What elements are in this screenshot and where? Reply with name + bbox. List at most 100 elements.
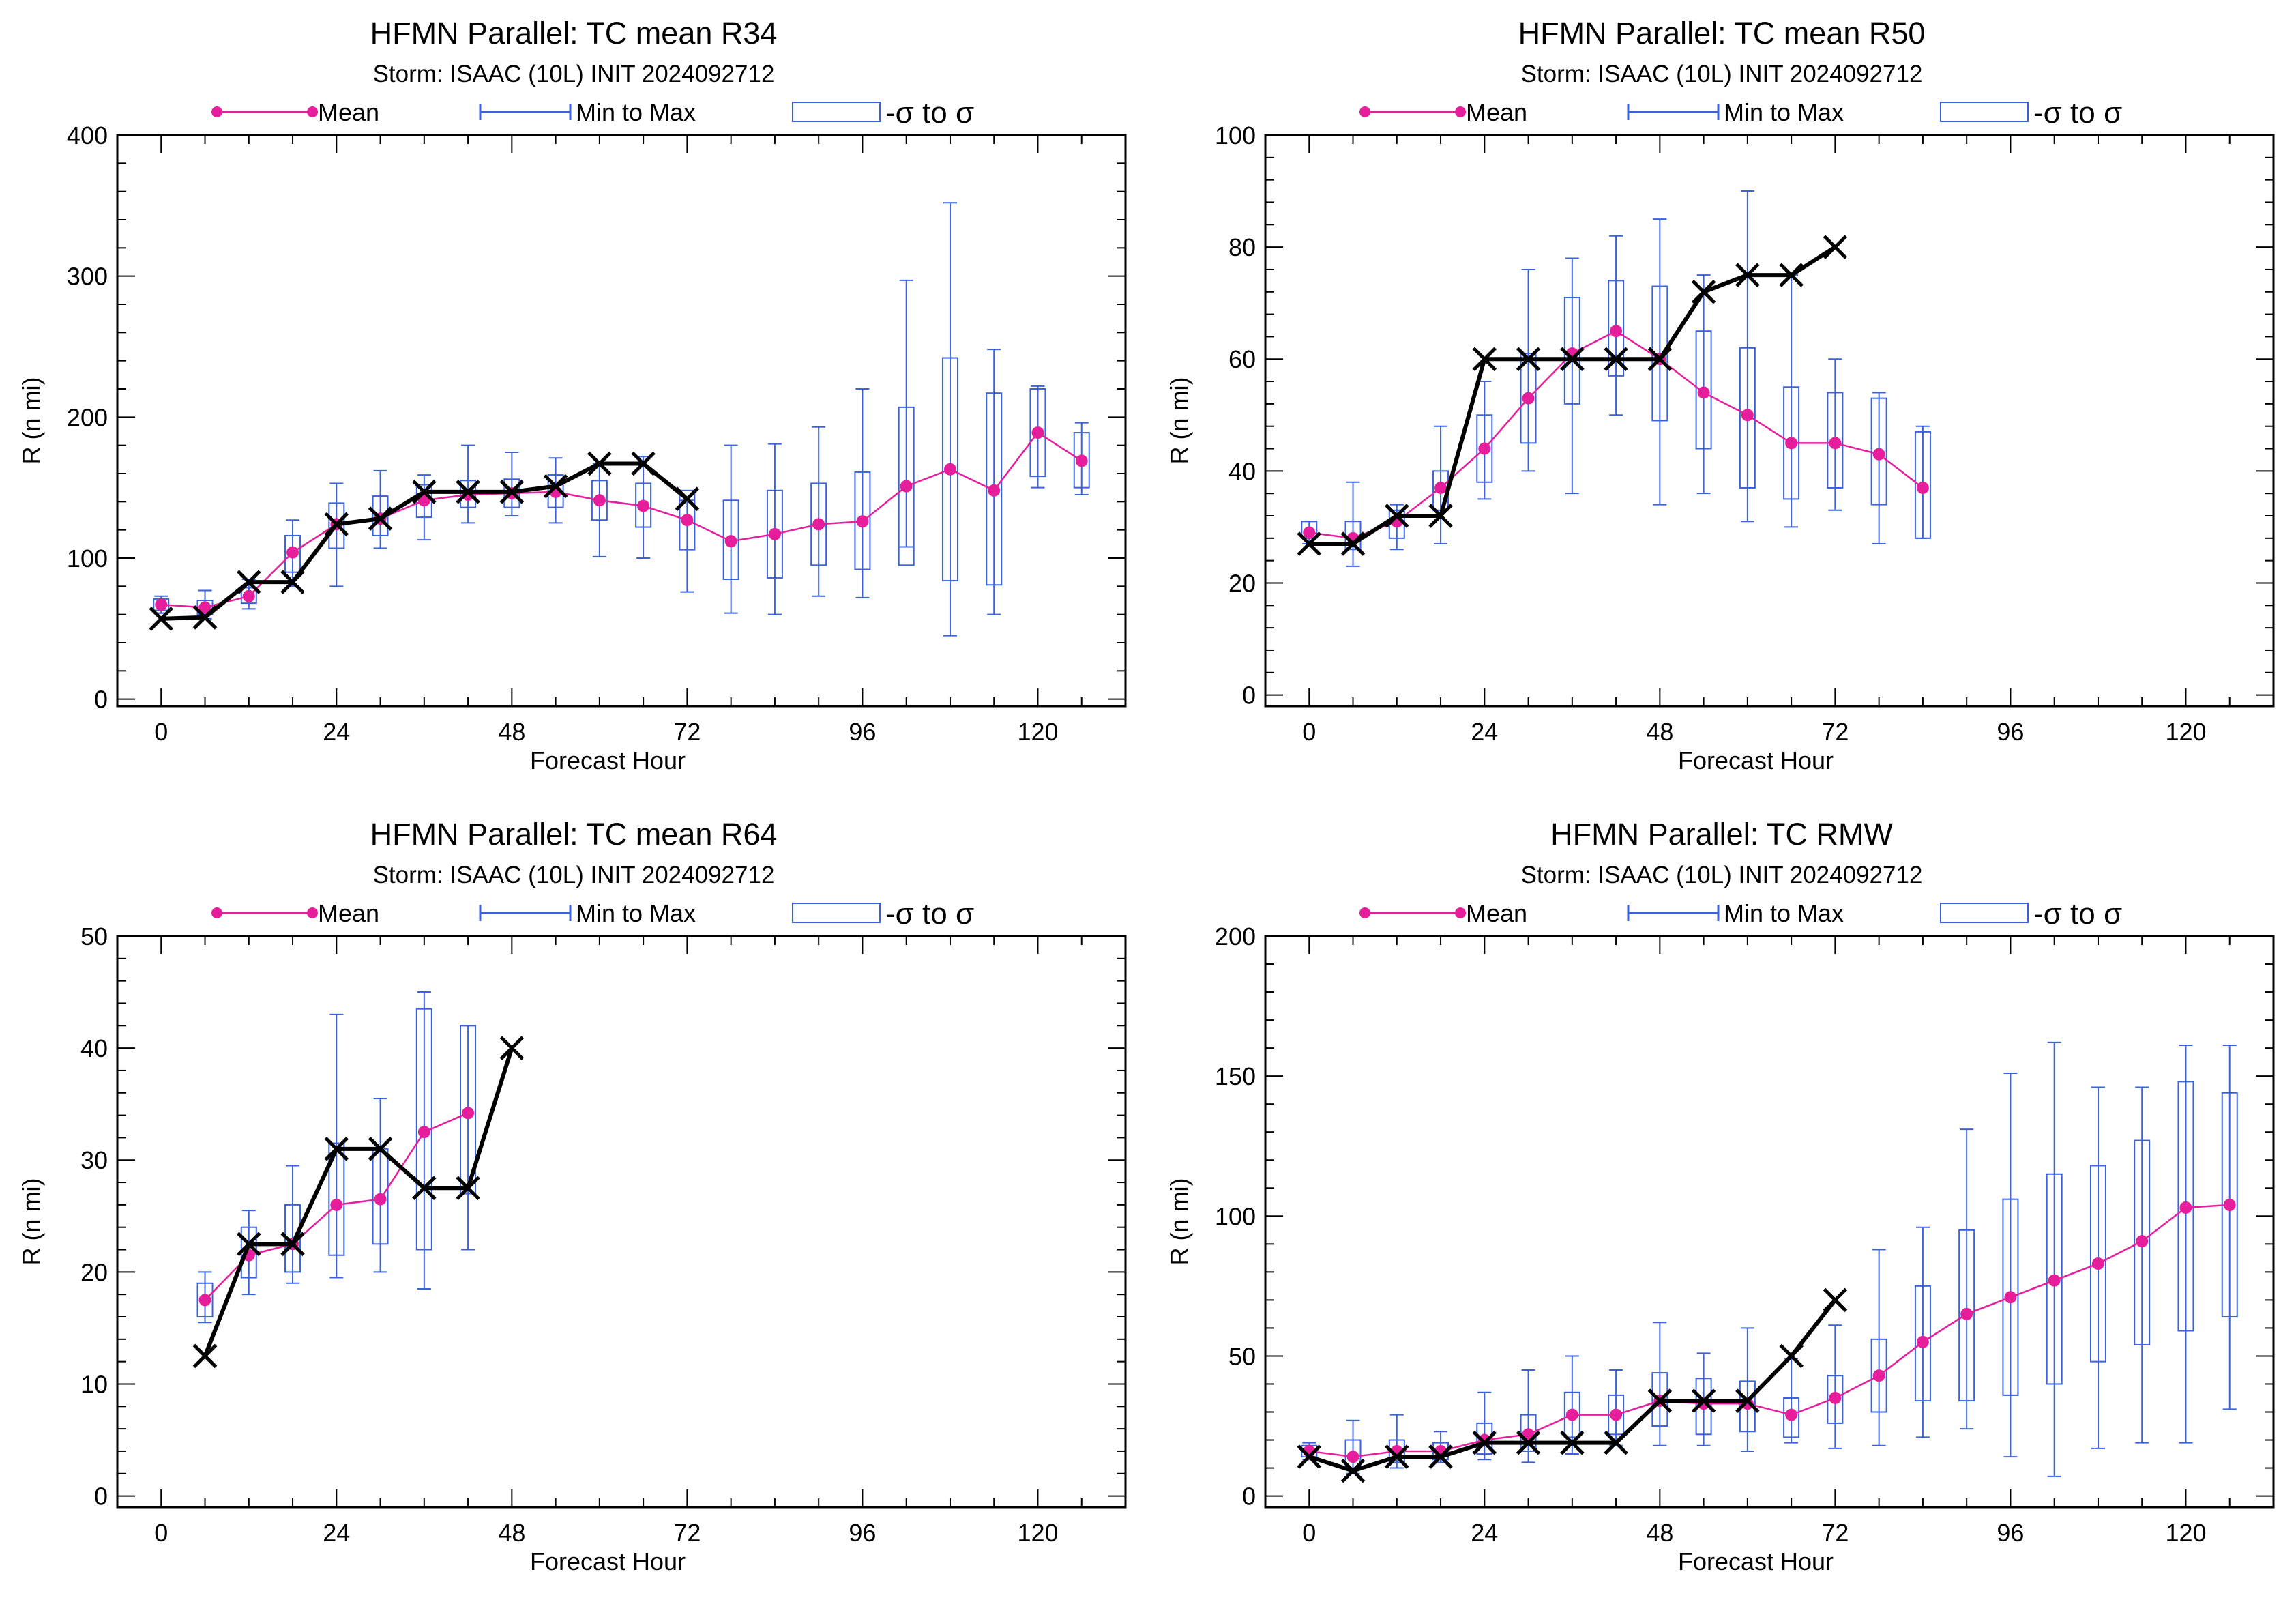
best-track-marker xyxy=(1604,347,1628,372)
chart-subtitle: Storm: ISAAC (10L) INIT 2024092712 xyxy=(1521,862,1923,888)
best-track-marker-stroke xyxy=(499,1036,525,1060)
mean-point xyxy=(1434,481,1447,494)
mean-point xyxy=(1478,442,1491,455)
legend-mean-label: Mean xyxy=(1466,98,1527,126)
legend: Mean Min to Max -σ to σ xyxy=(211,897,974,931)
x-tick-label: 24 xyxy=(1471,1519,1498,1547)
legend-sigma-label: -σ to σ xyxy=(2033,96,2122,130)
chart-panel-r50: HFMN Parallel: TC mean R50 Storm: ISAAC (… xyxy=(1148,0,2296,801)
best-track-marker-stroke xyxy=(149,607,174,631)
best-track-marker xyxy=(675,486,700,511)
best-track-marker xyxy=(1340,1458,1366,1483)
mean-point xyxy=(155,598,168,611)
sigma-box xyxy=(1827,1375,1844,1424)
sigma-box xyxy=(1029,388,1046,478)
best-track-marker xyxy=(192,1343,218,1369)
mean-point xyxy=(2136,1235,2149,1248)
x-tick-label: 96 xyxy=(849,718,876,746)
sigma-box xyxy=(1608,280,1625,377)
sigma-box xyxy=(766,489,783,579)
mean-point xyxy=(374,1193,387,1206)
best-track-marker-stroke xyxy=(1735,263,1760,287)
mean-point xyxy=(1303,526,1316,539)
x-tick-label: 0 xyxy=(154,718,168,746)
best-track-marker-stroke xyxy=(412,1176,437,1201)
legend-minmax-label: Min to Max xyxy=(576,899,696,927)
best-track-marker-stroke xyxy=(368,1137,393,1161)
chart-subtitle: Storm: ISAAC (10L) INIT 2024092712 xyxy=(1521,61,1923,87)
y-tick-label: 0 xyxy=(1242,1483,1256,1511)
best-track-marker-stroke xyxy=(1560,347,1585,372)
best-track-marker xyxy=(1472,1430,1497,1455)
best-track-marker xyxy=(1779,263,1804,287)
best-track-marker-stroke xyxy=(456,1176,480,1201)
mean-point xyxy=(724,535,737,548)
y-axis-label: R (n mi) xyxy=(17,377,45,465)
best-track-marker-stroke xyxy=(237,1232,261,1257)
x-tick-label: 0 xyxy=(1302,718,1316,746)
best-track-marker xyxy=(456,480,480,504)
best-track-marker xyxy=(1647,1388,1673,1413)
x-tick-label: 0 xyxy=(154,1519,168,1547)
legend-mean-marker xyxy=(1455,106,1466,117)
mean-point xyxy=(1610,1408,1623,1421)
best-track-marker xyxy=(1735,1388,1760,1413)
legend-sigma-box xyxy=(792,903,881,923)
chart-subtitle: Storm: ISAAC (10L) INIT 2024092712 xyxy=(373,862,775,888)
legend: Mean Min to Max -σ to σ xyxy=(211,96,974,130)
best-track-marker xyxy=(1428,1444,1453,1469)
y-tick-label: 0 xyxy=(94,686,108,714)
sigma-box xyxy=(1870,1338,1887,1413)
y-tick-label: 20 xyxy=(1228,569,1256,597)
best-track-line xyxy=(203,1047,514,1357)
x-tick-label: 72 xyxy=(1821,1519,1849,1547)
best-track-marker xyxy=(1604,1430,1628,1455)
sigma-box xyxy=(591,480,608,521)
x-tick-label: 96 xyxy=(849,1519,876,1547)
y-axis-label: R (n mi) xyxy=(1165,377,1193,465)
x-tick-label: 48 xyxy=(498,1519,525,1547)
x-tick-label: 120 xyxy=(1017,1519,1058,1547)
best-track-marker-stroke xyxy=(1691,279,1716,304)
best-track-marker xyxy=(1340,531,1366,556)
sigma-box xyxy=(547,474,564,508)
legend-mean-label: Mean xyxy=(1466,899,1527,927)
plot-frame xyxy=(116,134,1127,708)
x-tick-label: 48 xyxy=(498,718,525,746)
best-track-marker xyxy=(1297,531,1322,556)
x-axis-label: Forecast Hour xyxy=(530,1547,686,1575)
chart-title: HFMN Parallel: TC mean R50 xyxy=(1518,16,1926,50)
y-tick-label: 200 xyxy=(67,403,108,431)
x-tick-label: 24 xyxy=(323,1519,350,1547)
legend-sigma-label: -σ to σ xyxy=(885,96,974,130)
best-track-marker-stroke xyxy=(1779,263,1804,287)
sigma-box xyxy=(1914,1285,1931,1402)
y-tick-label: 10 xyxy=(80,1370,108,1398)
best-track-marker-stroke xyxy=(1823,1287,1848,1313)
chart-panel-rmw: HFMN Parallel: TC RMW Storm: ISAAC (10L) … xyxy=(1148,801,2296,1602)
best-track-marker xyxy=(1823,235,1848,259)
mean-point xyxy=(1565,1408,1578,1421)
sigma-box xyxy=(328,502,345,549)
mean-point xyxy=(593,494,606,507)
best-track-marker xyxy=(412,1176,437,1201)
plot-frame xyxy=(1264,935,2275,1509)
sigma-box xyxy=(1476,414,1493,483)
best-track-marker-stroke xyxy=(1472,1430,1497,1455)
legend-mean-marker xyxy=(211,106,222,117)
y-tick-label: 100 xyxy=(1215,1202,1256,1230)
best-track-marker xyxy=(1647,347,1673,372)
mean-point xyxy=(2048,1274,2061,1287)
y-tick-label: 100 xyxy=(67,544,108,572)
mean-point xyxy=(2004,1291,2017,1304)
y-tick-label: 50 xyxy=(1228,1342,1256,1370)
y-axis-label: R (n mi) xyxy=(17,1178,45,1266)
mean-point xyxy=(1916,481,1929,494)
best-track-marker-stroke xyxy=(1735,1388,1760,1413)
plot-frame xyxy=(116,935,1127,1509)
sigma-box xyxy=(986,392,1003,586)
x-tick-label: 120 xyxy=(2165,718,2206,746)
y-tick-label: 150 xyxy=(1215,1062,1256,1090)
best-track-marker-stroke xyxy=(1340,531,1366,556)
best-track-marker xyxy=(1735,263,1760,287)
